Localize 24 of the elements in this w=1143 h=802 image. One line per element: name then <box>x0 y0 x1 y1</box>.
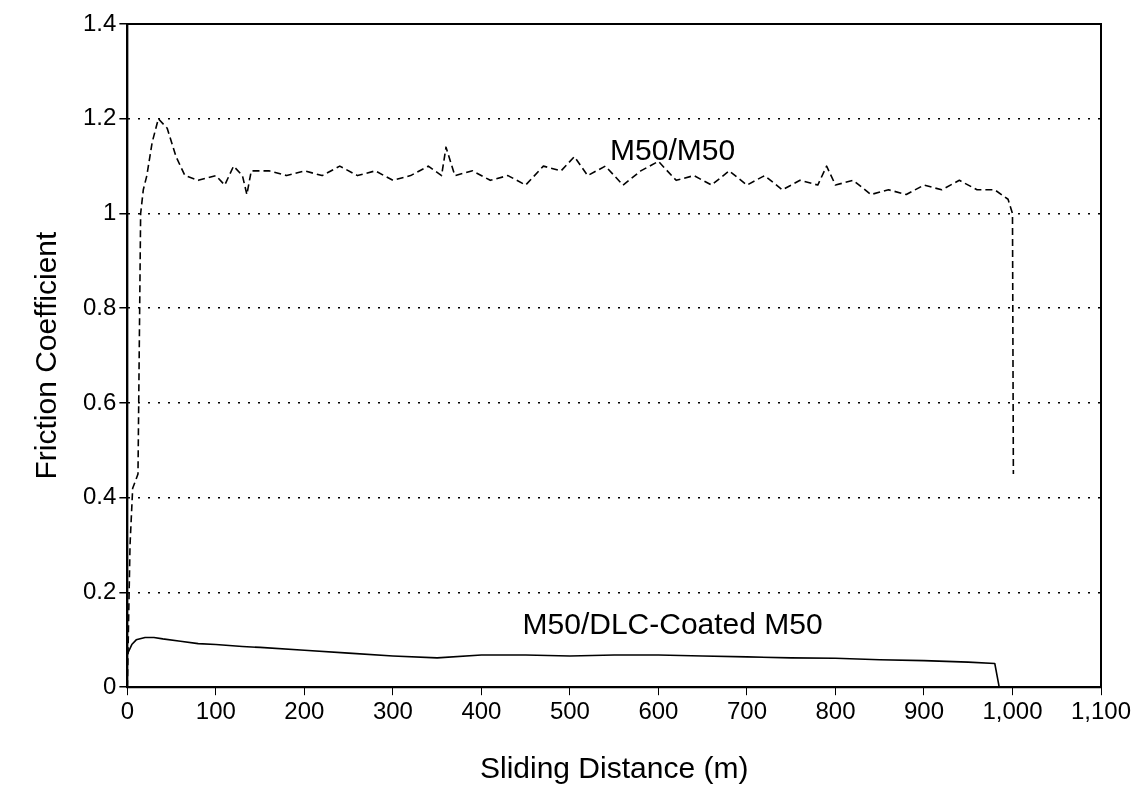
x-tick-label: 400 <box>461 697 502 725</box>
y-tick-label: 0.4 <box>82 482 117 510</box>
x-tick-label: 200 <box>284 697 325 725</box>
x-tick-label: 900 <box>903 697 944 725</box>
x-tick-label: 700 <box>726 697 767 725</box>
y-tick-label: 0.2 <box>82 577 117 605</box>
y-tick-label: 1.2 <box>82 103 117 131</box>
x-tick-label: 800 <box>815 697 856 725</box>
x-tick-label: 500 <box>549 697 590 725</box>
y-tick-label: 1 <box>103 198 117 226</box>
x-tick-label: 1,100 <box>1070 697 1132 725</box>
series-label: M50/DLC-Coated M50 <box>522 607 823 641</box>
y-axis-title: Friction Coefficient <box>29 231 63 480</box>
x-tick-label: 600 <box>638 697 679 725</box>
x-tick-label: 0 <box>120 697 135 725</box>
x-axis-title: Sliding Distance (m) <box>479 751 749 785</box>
x-tick-label: 1,000 <box>982 697 1043 725</box>
series-label: M50/M50 <box>610 132 736 166</box>
y-tick-label: 0 <box>103 671 117 699</box>
y-tick-label: 0.6 <box>82 387 117 415</box>
x-tick-label: 100 <box>195 697 236 725</box>
y-tick-label: 1.4 <box>82 8 117 36</box>
y-tick-label: 0.8 <box>82 292 117 320</box>
x-tick-label: 300 <box>372 697 413 725</box>
